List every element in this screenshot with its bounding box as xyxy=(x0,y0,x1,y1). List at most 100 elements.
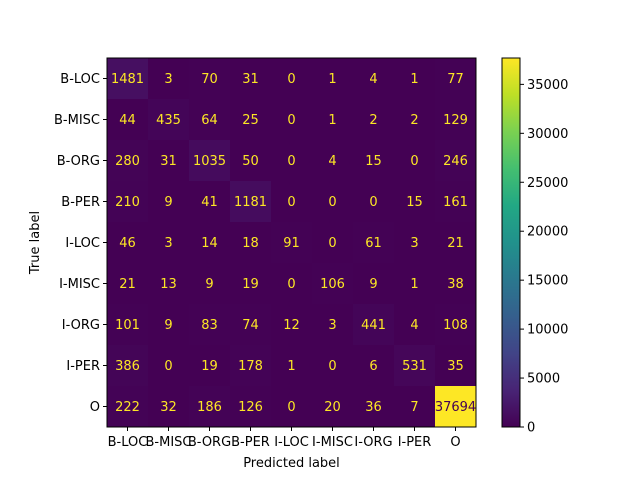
heatmap-cell xyxy=(148,99,190,141)
cell-value-label: 3 xyxy=(328,318,336,333)
heatmap-cell xyxy=(271,58,313,100)
heatmap-cell xyxy=(148,140,190,182)
heatmap-cell xyxy=(148,222,190,264)
heatmap-cell xyxy=(312,345,354,387)
heatmap-cell xyxy=(435,222,477,264)
cell-value-label: 12 xyxy=(283,318,300,333)
heatmap-cell xyxy=(394,345,436,387)
heatmap-cell xyxy=(271,304,313,346)
cell-value-label: 20 xyxy=(324,400,341,415)
cell-value-label: 0 xyxy=(328,236,336,251)
cell-value-label: 0 xyxy=(410,154,418,169)
y-tick-label: B-MISC xyxy=(54,113,100,128)
cell-value-label: 0 xyxy=(287,154,295,169)
cell-value-label: 31 xyxy=(160,154,177,169)
cell-value-label: 0 xyxy=(287,277,295,292)
heatmap-cell xyxy=(107,58,149,100)
y-tick-label: B-LOC xyxy=(60,72,100,87)
heatmap-cell xyxy=(394,58,436,100)
cell-value-label: 19 xyxy=(242,277,259,292)
y-tick-label: I-MISC xyxy=(59,277,100,292)
heatmap-cell xyxy=(271,263,313,305)
cell-value-label: 0 xyxy=(328,195,336,210)
x-tick-label: B-ORG xyxy=(188,435,231,450)
heatmap-cell xyxy=(189,181,231,223)
cell-value-label: 9 xyxy=(205,277,213,292)
y-axis-ticks: B-LOC B-MISC B-ORG B-PER I-LOC I-MISC I-ORG I-P… xyxy=(54,72,107,415)
cell-value-label: 1 xyxy=(410,277,418,292)
colorbar-tick-label: 30000 xyxy=(527,127,568,142)
heatmap-cell xyxy=(394,386,436,428)
heatmap-cell xyxy=(435,181,477,223)
cell-value-label: 70 xyxy=(201,72,218,87)
cell-value-label: 0 xyxy=(287,113,295,128)
heatmap-cell xyxy=(107,99,149,141)
heatmap-cell xyxy=(271,181,313,223)
cell-value-label: 1 xyxy=(410,72,418,87)
cell-value-label: 9 xyxy=(164,318,172,333)
cell-value-label: 38 xyxy=(447,277,464,292)
heatmap-cell xyxy=(230,58,272,100)
heatmap-cell xyxy=(230,99,272,141)
heatmap-cell xyxy=(394,222,436,264)
heatmap-cell xyxy=(148,304,190,346)
colorbar xyxy=(501,57,521,428)
cell-value-label: 1181 xyxy=(234,195,267,210)
y-axis-label: True label xyxy=(28,211,43,275)
heatmap-cell xyxy=(189,58,231,100)
cell-value-label: 64 xyxy=(201,113,218,128)
heatmap-cell xyxy=(435,386,477,428)
heatmap-cell xyxy=(230,181,272,223)
cell-value-label: 91 xyxy=(283,236,300,251)
heatmap-cell xyxy=(435,304,477,346)
y-tick-label: O xyxy=(90,400,100,415)
cell-value-label: 3 xyxy=(410,236,418,251)
cell-value-label: 41 xyxy=(201,195,218,210)
cell-value-label: 386 xyxy=(115,359,140,374)
colorbar-tick-label: 5000 xyxy=(527,372,560,387)
heatmap-cell xyxy=(353,263,395,305)
heatmap-cell xyxy=(312,58,354,100)
cell-value-label: 4 xyxy=(410,318,418,333)
heatmap-cell xyxy=(353,386,395,428)
heatmap-cell xyxy=(107,181,149,223)
cell-value-label: 6 xyxy=(369,359,377,374)
cell-value-label: 210 xyxy=(115,195,140,210)
cell-value-label: 280 xyxy=(115,154,140,169)
y-tick-label: B-PER xyxy=(61,195,100,210)
cell-value-label: 19 xyxy=(201,359,218,374)
cell-value-label: 25 xyxy=(242,113,259,128)
colorbar-tick-label: 20000 xyxy=(527,225,568,240)
cell-value-label: 61 xyxy=(365,236,382,251)
cell-value-label: 18 xyxy=(242,236,259,251)
cell-value-label: 101 xyxy=(115,318,140,333)
heatmap-cell xyxy=(394,304,436,346)
cell-value-label: 441 xyxy=(361,318,386,333)
cell-value-label: 3 xyxy=(164,236,172,251)
heatmap-cell xyxy=(107,304,149,346)
heatmap-cell xyxy=(353,181,395,223)
cell-value-label: 178 xyxy=(238,359,263,374)
y-tick-label: I-PER xyxy=(66,359,100,374)
heatmap-cell xyxy=(312,263,354,305)
heatmap-cell xyxy=(435,140,477,182)
heatmap-cell xyxy=(148,263,190,305)
heatmap-cell xyxy=(353,345,395,387)
x-tick-label: O xyxy=(450,435,460,450)
cell-value-label: 435 xyxy=(156,113,181,128)
heatmap-cell xyxy=(353,140,395,182)
heatmap-cell xyxy=(353,58,395,100)
cell-value-label: 0 xyxy=(328,359,336,374)
heatmap-cell xyxy=(271,345,313,387)
cell-value-label: 1 xyxy=(328,72,336,87)
heatmap-cell xyxy=(189,386,231,428)
heatmap-cell xyxy=(435,58,477,100)
heatmap-cell xyxy=(148,345,190,387)
heatmap-cell xyxy=(394,99,436,141)
cell-value-label: 531 xyxy=(402,359,427,374)
cell-value-label: 126 xyxy=(238,400,263,415)
cell-value-label: 74 xyxy=(242,318,259,333)
heatmap-cell xyxy=(107,386,149,428)
